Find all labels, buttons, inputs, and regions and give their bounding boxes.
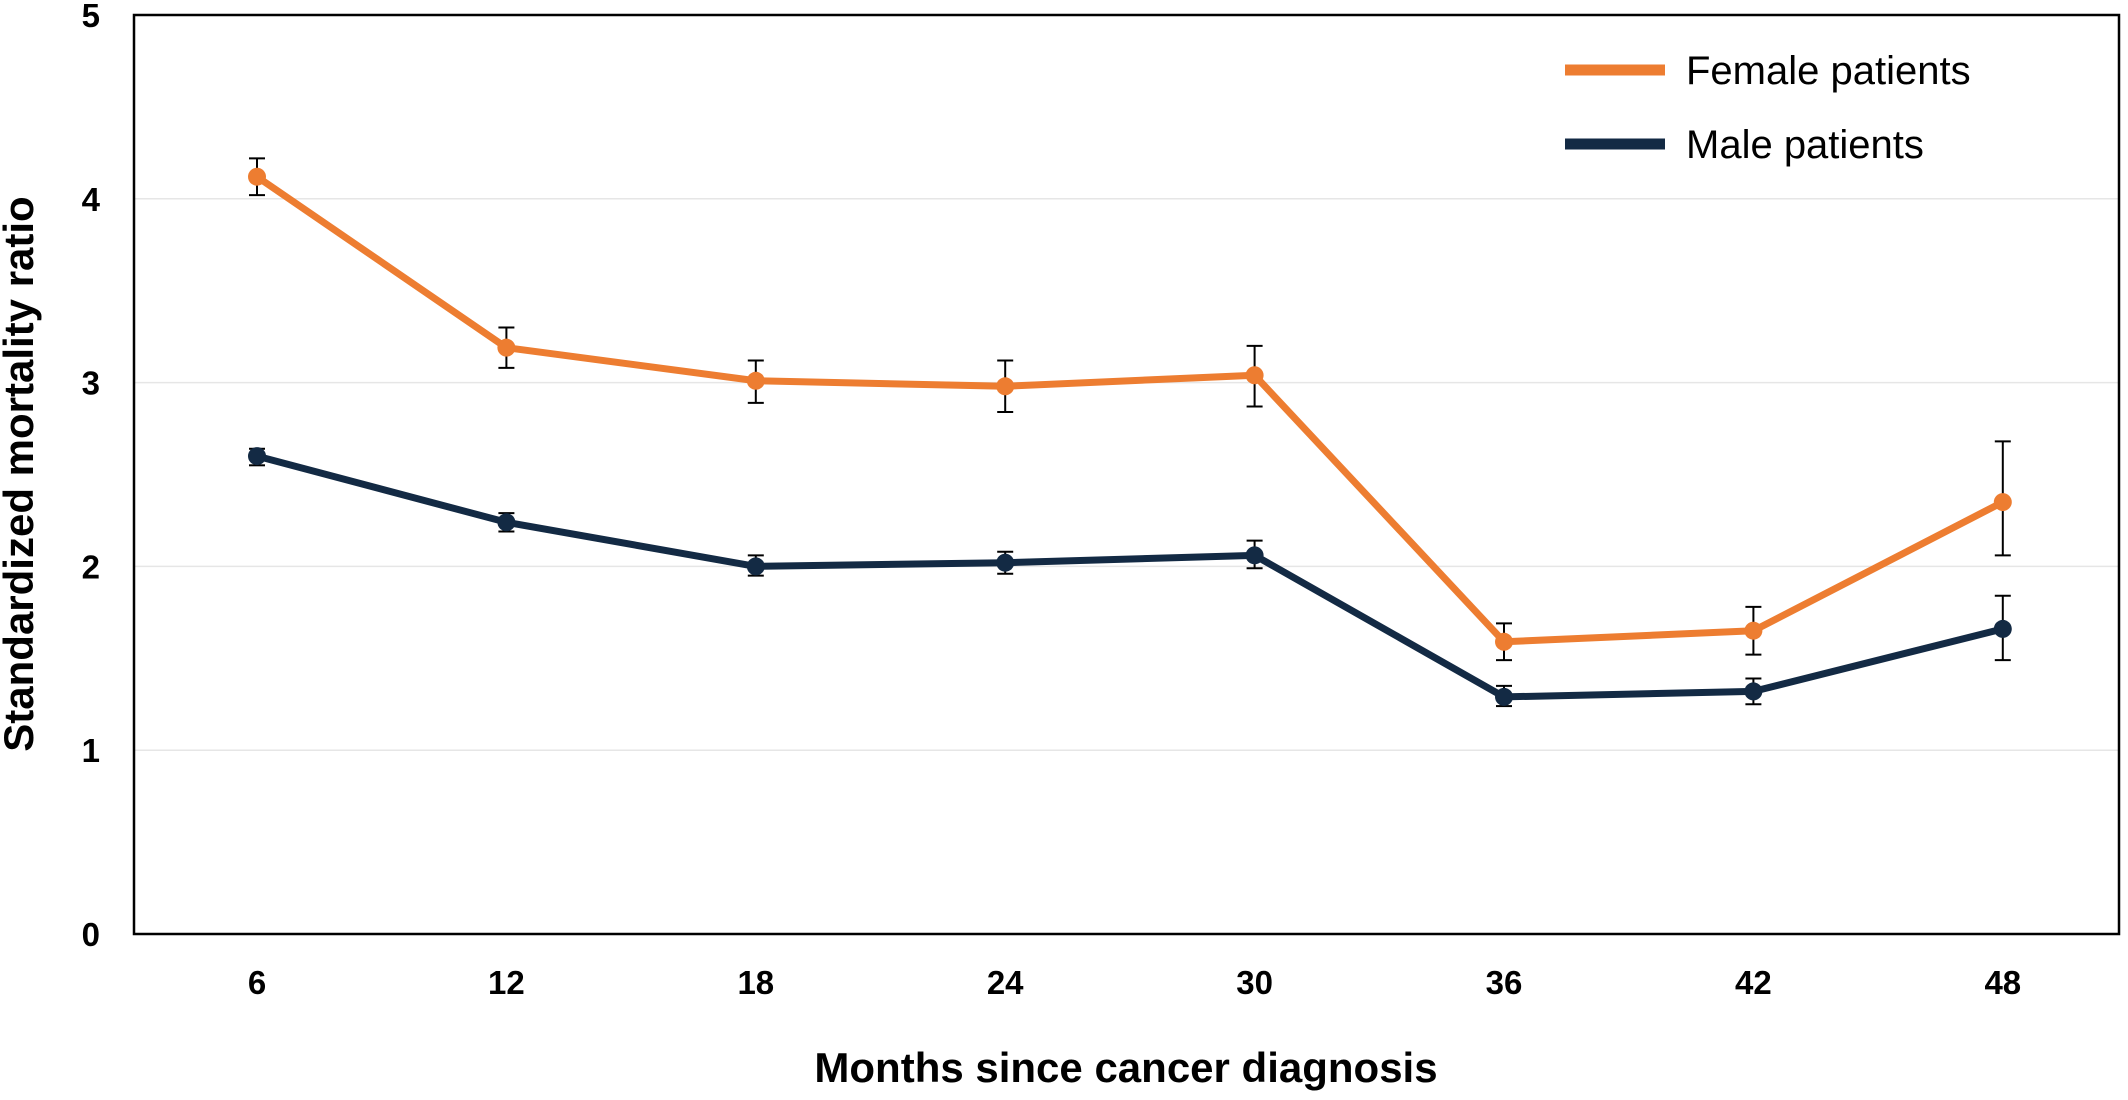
series-group (248, 157, 2012, 708)
data-point (1993, 493, 2012, 512)
x-tick-label: 12 (488, 964, 525, 1001)
y-tick-label: 2 (82, 548, 100, 585)
data-point (1495, 632, 1513, 651)
y-axis-title: Standardized mortality ratio (0, 196, 42, 751)
data-point (1245, 366, 1264, 385)
y-tick-label: 4 (82, 181, 101, 218)
data-point (996, 377, 1015, 396)
data-point (1495, 687, 1513, 706)
data-point (497, 513, 516, 532)
data-point (996, 553, 1015, 572)
legend-label: Female patients (1686, 49, 1971, 93)
gridlines (134, 198, 2119, 751)
x-tick-label: 48 (1984, 964, 2021, 1001)
data-point (1744, 621, 1763, 640)
data-point (1245, 546, 1264, 565)
y-tick-label: 0 (82, 916, 100, 953)
legend-label: Male patients (1686, 123, 1924, 167)
y-tick-label: 3 (82, 365, 100, 402)
series-line (256, 452, 2004, 701)
x-tick-label: 24 (987, 964, 1024, 1001)
y-tick-label: 1 (82, 732, 100, 769)
data-point (248, 167, 266, 186)
series-line (255, 173, 2005, 646)
x-tick-label: 36 (1486, 964, 1523, 1001)
x-tick-label: 30 (1236, 964, 1273, 1001)
data-point (1993, 619, 2012, 638)
legend-item: Male patients (1565, 123, 1924, 167)
x-axis-title: Months since cancer diagnosis (814, 1044, 1437, 1091)
legend-item: Female patients (1565, 49, 1971, 93)
y-tick-label: 5 (82, 0, 100, 34)
data-point (1744, 682, 1763, 701)
y-axis-ticks: 0 1 2 3 4 5 (82, 0, 101, 953)
data-point (497, 338, 516, 357)
x-tick-label: 18 (737, 964, 774, 1001)
legend: Female patients Male patients (1565, 49, 1971, 167)
x-axis-ticks: 6 12 18 24 30 36 42 48 (248, 964, 2021, 1001)
data-point (248, 447, 266, 466)
data-point (746, 557, 765, 576)
data-point (746, 371, 765, 390)
plot-area-frame (132, 13, 2121, 936)
x-tick-label: 6 (248, 964, 266, 1001)
series-male-patients (248, 447, 2012, 708)
x-tick-label: 42 (1735, 964, 1772, 1001)
series-female-patients (248, 157, 2012, 662)
